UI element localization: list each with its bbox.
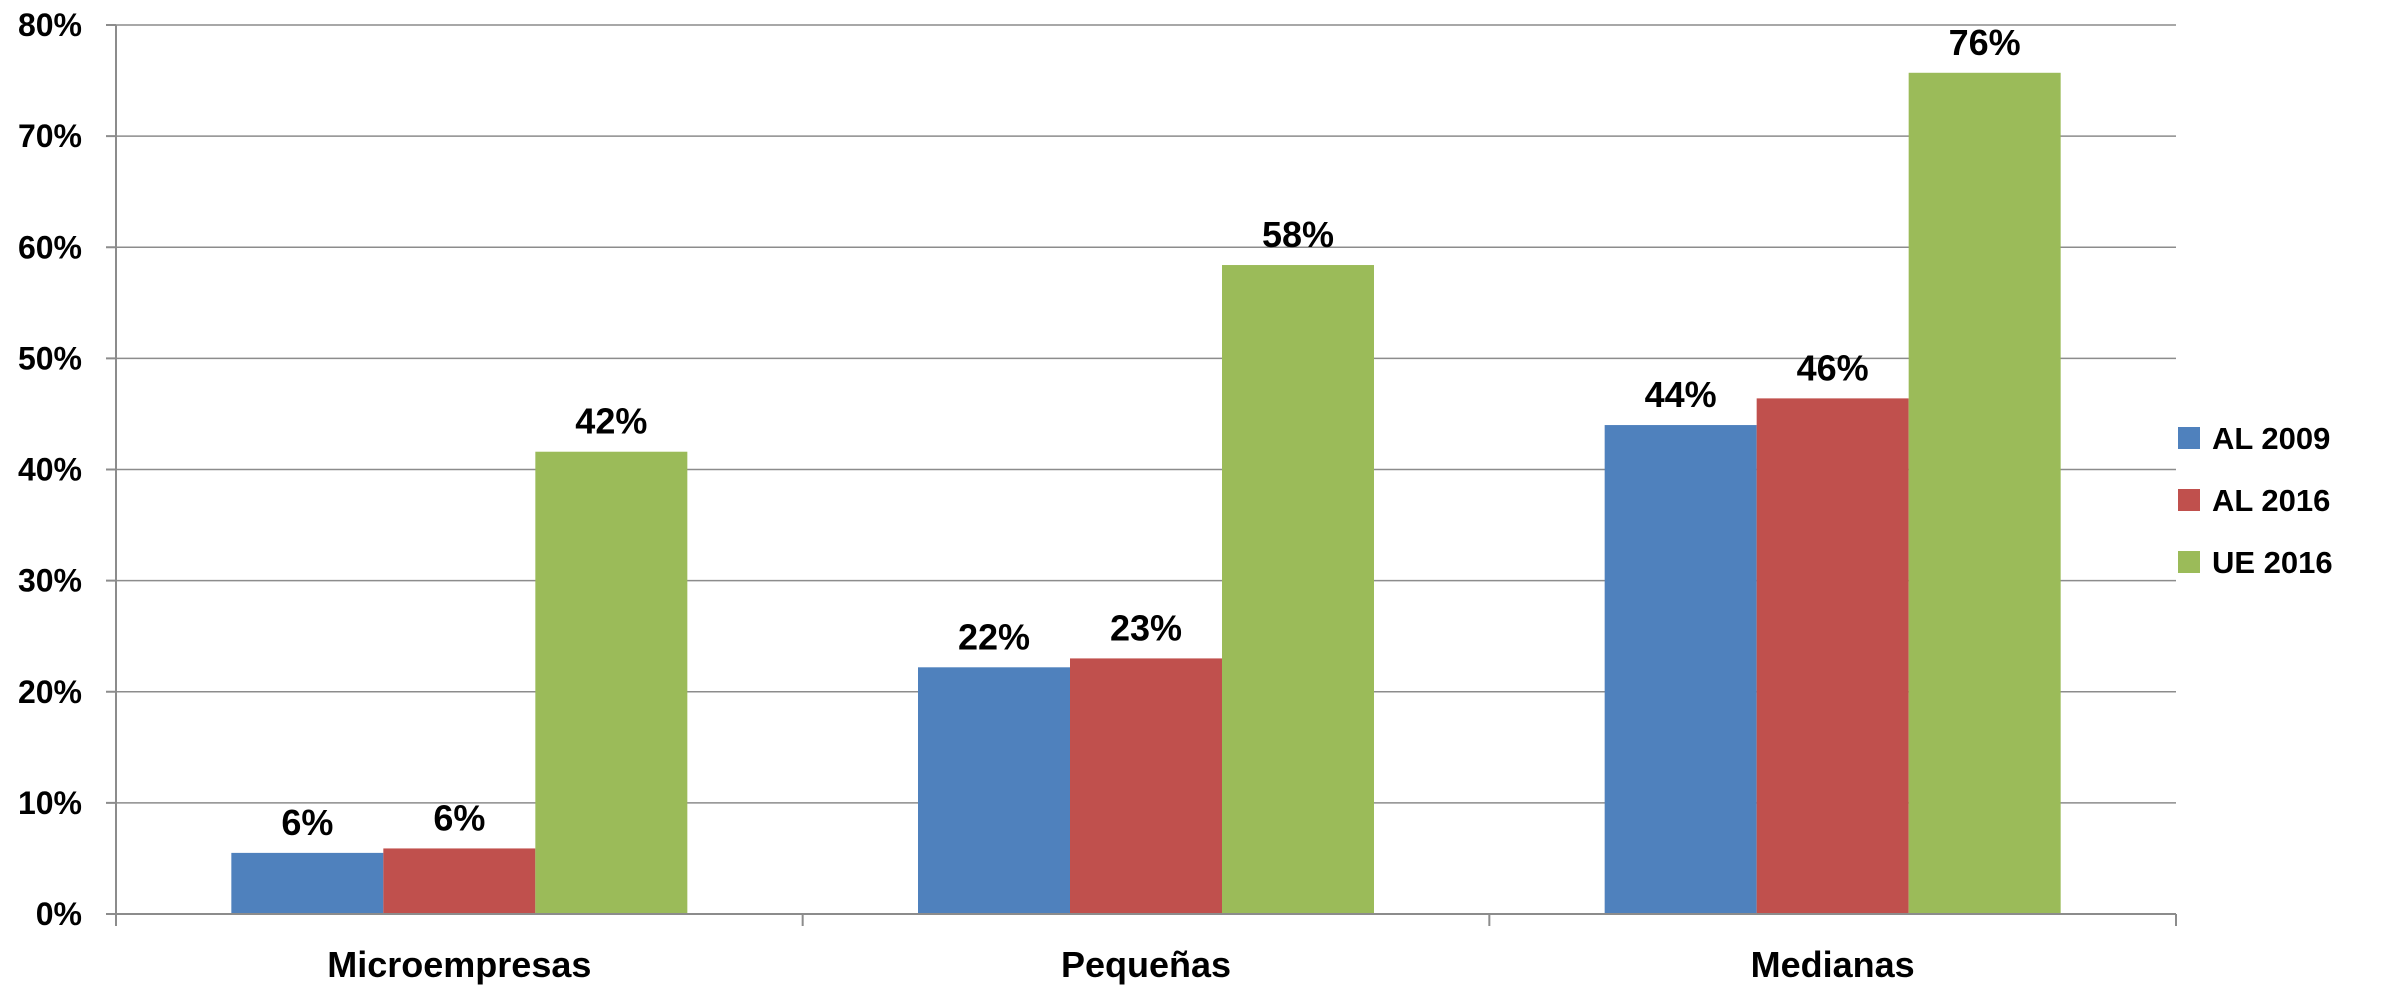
bar — [1756, 398, 1909, 914]
legend-swatch — [2178, 427, 2200, 449]
x-tick-label: Pequeñas — [1061, 944, 1231, 985]
y-tick-label: 60% — [18, 229, 82, 265]
data-label: 44% — [1645, 374, 1717, 415]
y-tick-label: 50% — [18, 340, 82, 376]
bars — [231, 72, 2061, 914]
y-tick-label: 70% — [18, 118, 82, 154]
legend-swatch — [2178, 489, 2200, 511]
bar — [1604, 425, 1757, 914]
bar — [535, 451, 688, 914]
y-tick-label: 30% — [18, 563, 82, 599]
data-labels: 6% 6% 42% 22% 23% 58% 44% 46% 76% — [281, 22, 2020, 843]
x-tick-label: Medianas — [1751, 944, 1915, 985]
bar — [1908, 72, 2061, 914]
y-tick-label: 80% — [18, 7, 82, 43]
y-tick-label: 10% — [18, 785, 82, 821]
legend-entry: AL 2009 — [2212, 421, 2330, 456]
legend-entry: AL 2016 — [2212, 483, 2330, 518]
axes: 0% 10% 20% 30% 40% 50% 60% 70% 80% Microempresas P… — [18, 7, 2177, 985]
data-label: 58% — [1262, 214, 1334, 255]
bar — [1070, 658, 1222, 914]
legend: AL 2009 AL 2016 UE 2016 — [2178, 421, 2333, 580]
data-label: 46% — [1797, 347, 1869, 388]
bar — [918, 667, 1070, 914]
data-label: 42% — [575, 401, 647, 442]
y-tick-label: 0% — [36, 896, 82, 932]
gridlines — [116, 24, 2176, 804]
data-label: 6% — [281, 802, 333, 843]
legend-entry: UE 2016 — [2212, 545, 2333, 580]
y-tick-label: 20% — [18, 674, 82, 710]
bar — [231, 852, 384, 914]
legend-swatch — [2178, 551, 2200, 573]
data-label: 23% — [1110, 607, 1182, 648]
bar — [1222, 265, 1374, 914]
x-tick-label: Microempresas — [327, 944, 591, 985]
bar — [383, 848, 536, 914]
data-label: 6% — [433, 797, 485, 838]
data-label: 76% — [1949, 22, 2021, 63]
data-label: 22% — [958, 616, 1030, 657]
y-tick-label: 40% — [18, 452, 82, 488]
